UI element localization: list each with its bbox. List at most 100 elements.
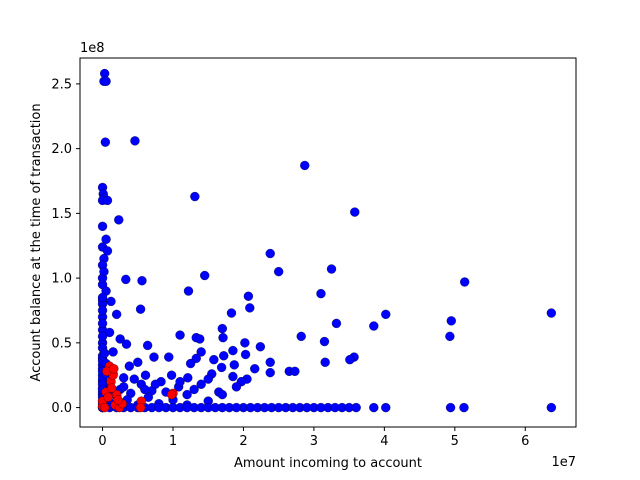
data-point-blue [164,352,174,362]
data-point-blue [140,370,151,380]
data-point-red [113,395,123,405]
data-point-blue [445,331,455,342]
data-point-blue [196,347,206,357]
data-point-blue [124,361,134,371]
data-point-blue [217,323,227,334]
data-point-blue [546,308,556,318]
data-point-blue [381,309,391,320]
data-point-blue [101,76,111,86]
x-tick-label: 3 [310,434,318,449]
x-offset-label: 1e7 [551,455,576,470]
data-point-blue [189,384,199,395]
data-point-blue [101,234,111,244]
data-point-blue [369,321,379,331]
data-point-blue [228,345,238,356]
data-point-blue [106,296,116,307]
data-point-blue [183,373,193,383]
data-point-blue [226,308,237,318]
data-point-blue [316,288,326,299]
data-point-red [107,383,117,393]
data-point-blue [296,331,306,342]
data-point-blue [102,195,113,206]
data-point-blue [135,304,146,314]
data-point-blue [546,402,556,413]
data-point-blue [369,402,379,413]
data-point-blue [175,330,185,340]
data-point-blue [217,389,227,400]
data-point-blue [142,340,153,351]
data-point-red [166,389,177,400]
data-point-blue [445,402,456,413]
data-point-blue [97,292,108,303]
data-point-blue [216,362,227,373]
plot-frame [79,57,577,428]
data-point-blue [100,68,110,79]
x-tick-label: 0 [98,434,106,449]
data-point-blue [459,402,469,413]
data-point-blue [231,382,242,392]
data-point-blue [326,264,337,274]
data-point-blue [115,334,125,344]
data-point-blue [175,377,185,387]
data-point-blue [319,336,330,347]
data-point-blue [350,207,360,217]
data-point-blue [265,367,275,378]
data-point-blue [119,382,129,392]
data-point-blue [114,215,124,225]
x-tick-label: 2 [239,434,247,449]
y-offset-label: 1e8 [80,41,105,56]
data-point-blue [265,357,275,367]
data-point-blue [133,357,143,367]
data-point-blue [182,389,192,400]
x-axis-label: Amount incoming to account [234,456,422,471]
data-point-blue [100,137,111,147]
data-point-blue [209,355,219,365]
data-point-blue [240,349,251,360]
data-point-blue [99,266,109,277]
data-point-blue [255,342,266,352]
data-point-blue [108,347,118,357]
data-point-blue [121,339,132,349]
data-point-blue [97,221,108,231]
data-point-blue [243,291,254,301]
data-point-blue [137,276,147,286]
data-point-blue [119,373,129,383]
data-point-red [103,392,113,402]
data-point-blue [200,270,210,281]
data-point-blue [140,384,150,395]
data-point-blue [228,371,238,382]
y-tick-label: 0.5 [51,336,72,351]
data-point-blue [446,316,456,326]
data-point-blue [196,379,206,389]
data-point-blue [265,248,275,259]
data-point-blue [351,402,361,413]
data-point-blue [166,370,177,380]
data-point-blue [100,348,110,358]
data-point-blue [218,333,228,343]
data-point-red [109,364,119,374]
data-point-blue [102,246,113,256]
data-point-blue [345,355,355,365]
x-tick-label: 1 [169,434,177,449]
data-point-blue [300,160,310,171]
data-point-blue [245,303,255,313]
data-point-blue [320,357,330,367]
data-point-blue [195,334,205,344]
data-point-blue [274,266,284,277]
y-tick-label: 1.0 [51,272,72,287]
y-tick-label: 0.0 [51,401,72,416]
data-point-blue [331,318,342,329]
data-point-blue [149,352,159,362]
data-point-red [100,402,110,413]
data-point-blue [111,309,122,320]
data-point-blue [121,274,131,285]
y-axis-label: Account balance at the time of transacti… [29,103,44,381]
y-tick-label: 2.0 [51,142,72,157]
y-tick-label: 1.5 [51,207,72,222]
x-axis-ticks: 0 1 2 3 4 5 6 [98,427,529,449]
data-point-red [135,402,146,413]
y-axis-ticks: 0.0 0.5 1.0 1.5 2.0 2.5 [51,77,80,416]
data-point-blue [231,402,242,413]
data-point-blue [219,351,229,361]
